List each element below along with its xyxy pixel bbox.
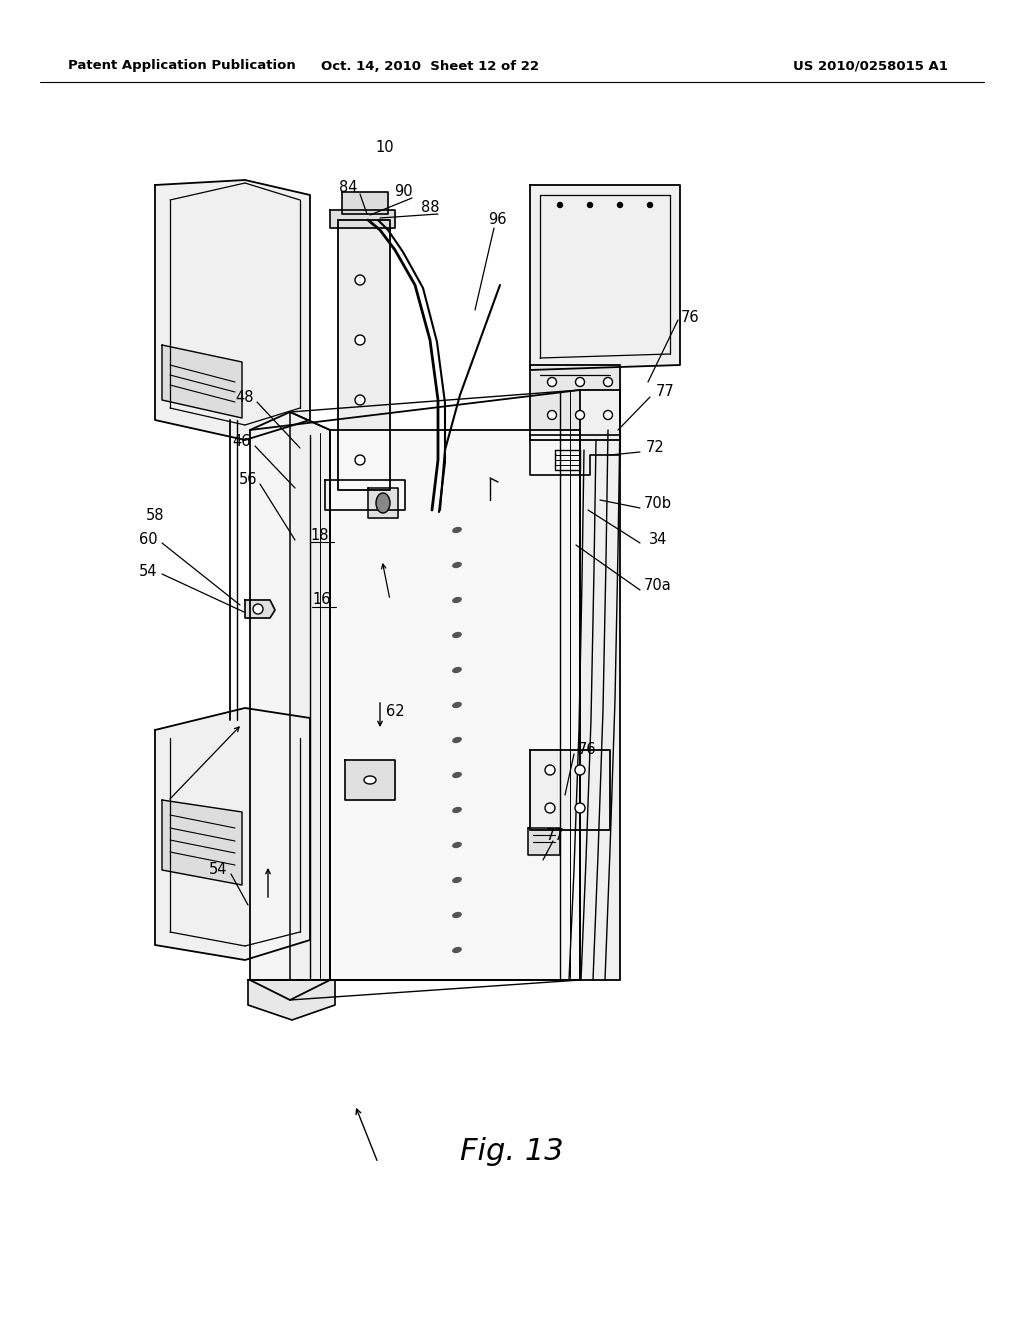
Text: Oct. 14, 2010  Sheet 12 of 22: Oct. 14, 2010 Sheet 12 of 22 xyxy=(321,59,539,73)
Circle shape xyxy=(603,411,612,420)
Ellipse shape xyxy=(376,492,390,513)
Circle shape xyxy=(545,803,555,813)
Ellipse shape xyxy=(453,597,462,603)
Circle shape xyxy=(253,605,263,614)
Polygon shape xyxy=(530,185,680,370)
Polygon shape xyxy=(528,828,560,855)
Circle shape xyxy=(647,202,652,207)
Ellipse shape xyxy=(453,946,462,953)
Ellipse shape xyxy=(453,737,462,743)
Circle shape xyxy=(575,766,585,775)
Text: 76: 76 xyxy=(578,742,596,758)
Text: 88: 88 xyxy=(421,201,439,215)
Ellipse shape xyxy=(453,702,462,708)
Circle shape xyxy=(603,378,612,387)
Text: Fig. 13: Fig. 13 xyxy=(460,1138,564,1167)
Circle shape xyxy=(355,455,365,465)
Text: 77: 77 xyxy=(655,384,675,400)
Ellipse shape xyxy=(453,912,462,919)
Ellipse shape xyxy=(453,667,462,673)
Polygon shape xyxy=(325,480,406,510)
Text: 72: 72 xyxy=(645,441,665,455)
Text: 34: 34 xyxy=(649,532,668,548)
Text: 54: 54 xyxy=(209,862,227,878)
Ellipse shape xyxy=(364,776,376,784)
Text: 18: 18 xyxy=(310,528,330,543)
Text: Patent Application Publication: Patent Application Publication xyxy=(68,59,296,73)
Text: 84: 84 xyxy=(339,181,357,195)
Ellipse shape xyxy=(453,527,462,533)
Circle shape xyxy=(557,202,562,207)
Circle shape xyxy=(575,378,585,387)
Text: 46: 46 xyxy=(232,434,251,450)
Polygon shape xyxy=(530,366,620,440)
Polygon shape xyxy=(342,191,388,214)
Circle shape xyxy=(355,395,365,405)
Polygon shape xyxy=(248,979,335,1020)
Circle shape xyxy=(548,378,556,387)
Circle shape xyxy=(617,202,623,207)
Ellipse shape xyxy=(453,876,462,883)
Text: 62: 62 xyxy=(386,705,404,719)
Circle shape xyxy=(355,275,365,285)
Polygon shape xyxy=(155,708,310,960)
Polygon shape xyxy=(330,430,580,979)
Polygon shape xyxy=(530,436,620,475)
Circle shape xyxy=(545,766,555,775)
Text: 60: 60 xyxy=(138,532,158,548)
Text: 10: 10 xyxy=(376,140,394,156)
Text: 96: 96 xyxy=(487,213,506,227)
Polygon shape xyxy=(290,412,330,979)
Text: 70b: 70b xyxy=(644,496,672,511)
Polygon shape xyxy=(555,450,580,470)
Text: 58: 58 xyxy=(145,508,164,524)
Circle shape xyxy=(575,411,585,420)
Ellipse shape xyxy=(453,632,462,638)
Polygon shape xyxy=(162,345,242,418)
Ellipse shape xyxy=(453,562,462,568)
Text: 90: 90 xyxy=(393,185,413,199)
Polygon shape xyxy=(580,389,620,979)
Polygon shape xyxy=(330,210,395,228)
Text: 54: 54 xyxy=(138,565,158,579)
Ellipse shape xyxy=(453,772,462,779)
Text: 56: 56 xyxy=(239,473,257,487)
Text: 76: 76 xyxy=(681,310,699,326)
Circle shape xyxy=(355,335,365,345)
Text: 48: 48 xyxy=(236,391,254,405)
Polygon shape xyxy=(530,750,610,830)
Polygon shape xyxy=(345,760,395,800)
Polygon shape xyxy=(338,220,390,490)
Polygon shape xyxy=(368,488,398,517)
Text: 77: 77 xyxy=(546,828,564,842)
Polygon shape xyxy=(162,800,242,884)
Ellipse shape xyxy=(453,842,462,849)
Polygon shape xyxy=(245,601,275,618)
Text: 70a: 70a xyxy=(644,578,672,594)
Text: US 2010/0258015 A1: US 2010/0258015 A1 xyxy=(793,59,947,73)
Circle shape xyxy=(588,202,593,207)
Circle shape xyxy=(575,803,585,813)
Polygon shape xyxy=(155,180,310,440)
Text: 16: 16 xyxy=(312,593,331,607)
Circle shape xyxy=(548,411,556,420)
Polygon shape xyxy=(250,412,330,1001)
Ellipse shape xyxy=(453,807,462,813)
